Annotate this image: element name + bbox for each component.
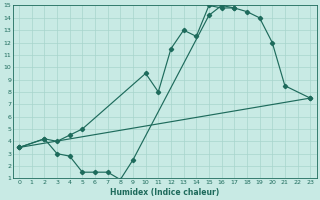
X-axis label: Humidex (Indice chaleur): Humidex (Indice chaleur) (110, 188, 219, 197)
